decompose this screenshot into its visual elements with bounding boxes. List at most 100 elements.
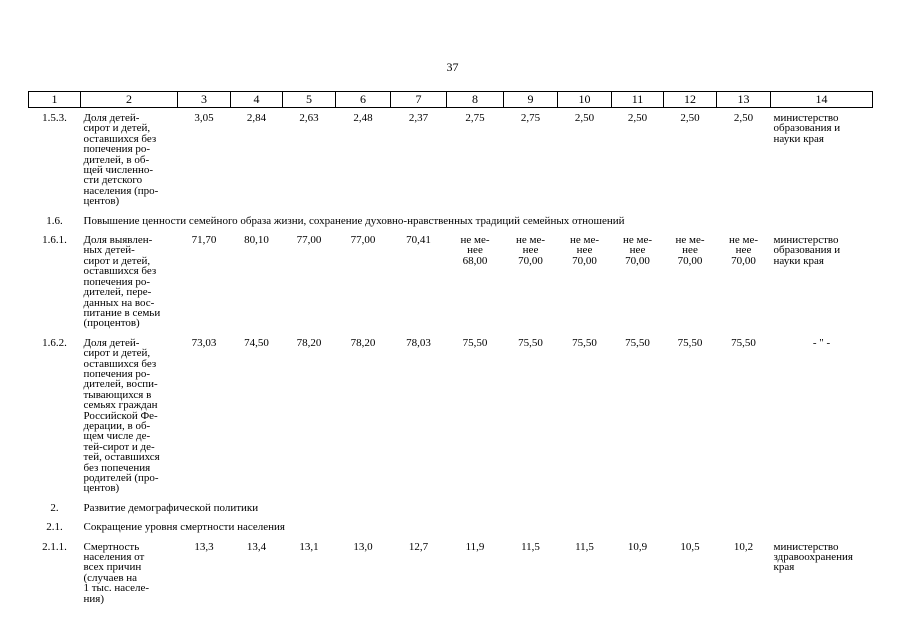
value-cell: 11,5 xyxy=(521,540,540,553)
header-row: 1 2 3 4 5 6 7 8 9 10 11 12 13 14 xyxy=(28,91,873,108)
text-line: 70,00 xyxy=(731,254,756,267)
value-cell: 74,50 xyxy=(244,336,269,349)
indicator-name: Доля детей-сирот и детей, оставшихся без п… xyxy=(81,333,178,498)
text-line: 70,00 xyxy=(625,254,650,267)
text-line: сирот и детей, xyxy=(83,254,151,267)
header-cell: 5 xyxy=(282,91,336,108)
text-line: тей-сирот и де- xyxy=(83,440,155,453)
value-cell: 78,20 xyxy=(350,336,376,349)
row-number: 1.6.1. xyxy=(42,234,67,247)
header-cell: 6 xyxy=(335,91,391,108)
text-line: Смертность xyxy=(83,540,140,553)
responsible: министерство образования и науки края xyxy=(771,230,873,333)
text-line: попечения ро- xyxy=(83,275,151,288)
value-cell: 78,03 xyxy=(406,336,431,349)
text-line: сирот и детей, xyxy=(83,347,151,360)
section-title: Сокращение уровня смертности населения xyxy=(83,521,285,534)
value-cell: 12,7 xyxy=(408,540,429,553)
row-number: 1.6. xyxy=(46,214,63,227)
text-line: нее xyxy=(735,244,752,257)
text-line: центов) xyxy=(83,482,120,495)
text-line: 70,00 xyxy=(518,254,543,267)
text-line: населения (про- xyxy=(83,184,159,197)
indicator-name: Доля детей-сирот и детей, оставшихся без п… xyxy=(81,108,178,211)
header-cell: 4 xyxy=(230,91,283,108)
value-cell: не ме-нее 70,00 xyxy=(612,230,664,333)
header-cell: 14 xyxy=(770,91,873,108)
text-line: оставшихся без xyxy=(83,132,157,145)
table-body: 1.5.3. Доля детей-сирот и детей, оставшихс… xyxy=(29,108,873,609)
text-line: здравоохранения xyxy=(773,551,853,564)
text-line: щей численно- xyxy=(83,164,154,177)
table: 1 2 3 4 5 6 7 8 9 10 11 12 13 14 1.5.3. Доля детей-сир… xyxy=(28,91,873,608)
text-line: образования и xyxy=(773,244,841,257)
text-line: 70,00 xyxy=(572,254,597,267)
value-cell: 2,75 xyxy=(465,112,485,124)
row-number: 2.1.1. xyxy=(42,540,67,553)
text-line: образования и xyxy=(773,122,841,135)
text-line: министерство xyxy=(773,540,839,553)
text-line: дителей, пере- xyxy=(83,286,152,299)
text-line: сирот и детей, xyxy=(83,122,151,135)
value-cell: не ме-нее 70,00 xyxy=(717,230,771,333)
text-line: министерство xyxy=(773,112,839,124)
value-cell: 2,75 xyxy=(520,112,541,124)
value-cell: 13,1 xyxy=(299,540,319,553)
value-cell: 10,5 xyxy=(680,540,700,553)
text-line: (случаев на xyxy=(83,571,138,584)
text-line: нее xyxy=(682,244,698,257)
row-number: 1.5.3. xyxy=(42,112,67,124)
text-line: тей, оставшихся xyxy=(83,451,160,464)
value-cell: не ме-нее 70,00 xyxy=(504,230,558,333)
item-row: 1.6.1. Доля выявлен-ных детей-сирот и дет… xyxy=(29,230,873,333)
value-cell: 13,4 xyxy=(246,540,267,553)
text-line: ных детей- xyxy=(83,244,135,257)
text-line: нее xyxy=(467,244,483,257)
section-row: 2. Развитие демографической политики xyxy=(29,498,873,517)
page-number: 37 xyxy=(446,60,459,74)
text-line: Российской Фе- xyxy=(83,409,158,422)
value-cell: 70,41 xyxy=(406,234,431,247)
header-cell: 2 xyxy=(80,91,178,108)
text-line: оставшихся без xyxy=(83,357,157,370)
item-row: 1.6.2. Доля детей-сирот и детей, оставшихс… xyxy=(29,333,873,498)
text-line: питание в семьи xyxy=(83,306,161,319)
indicator-name: Смертность населения от всех причин (случае… xyxy=(81,537,178,608)
text-line: ния) xyxy=(83,592,105,605)
text-line: не ме- xyxy=(515,234,546,247)
text-line: сти детского xyxy=(83,174,143,187)
text-line: тывающихся в xyxy=(83,388,152,401)
text-line: министерство xyxy=(773,234,839,247)
value-cell: не ме-нее 70,00 xyxy=(558,230,612,333)
value-cell: 3,05 xyxy=(194,112,214,124)
value-cell: 11,9 xyxy=(465,540,485,553)
text-line: нее xyxy=(522,244,539,257)
text-line: (процентов) xyxy=(83,317,140,330)
value-cell: 75,50 xyxy=(462,336,488,349)
text-line: дителей, воспи- xyxy=(83,378,158,391)
value-cell: 2,50 xyxy=(574,112,595,124)
item-row: 2.1.1. Смертность населения от всех причин(… xyxy=(29,537,873,608)
text-line: не ме- xyxy=(622,234,653,247)
table-header: 1 2 3 4 5 6 7 8 9 10 11 12 13 14 xyxy=(28,91,873,108)
text-line: семьях граждан xyxy=(83,399,158,412)
section-row: 2.1. Сокращение уровня смертности населен… xyxy=(29,517,873,536)
text-line: не ме- xyxy=(675,234,705,247)
header-cell: 13 xyxy=(716,91,771,108)
value-cell: 2,48 xyxy=(353,112,373,124)
value-cell: 71,70 xyxy=(191,234,217,247)
text-line: 68,00 xyxy=(462,254,488,267)
value-cell: 2,50 xyxy=(733,112,754,124)
value-cell: 2,37 xyxy=(408,112,429,124)
header-cell: 9 xyxy=(503,91,558,108)
value-cell: 80,10 xyxy=(244,234,269,247)
value-cell: 75,50 xyxy=(518,336,543,349)
value-cell: 75,50 xyxy=(625,336,650,349)
text-line: - " - xyxy=(812,336,831,349)
value-cell: 2,50 xyxy=(680,112,700,124)
section-title: Развитие демографической политики xyxy=(83,501,259,514)
text-line: щем числе де- xyxy=(83,430,151,443)
text-line: оставшихся без xyxy=(83,265,157,278)
value-cell: 10,2 xyxy=(733,540,754,553)
header-cell: 11 xyxy=(611,91,664,108)
